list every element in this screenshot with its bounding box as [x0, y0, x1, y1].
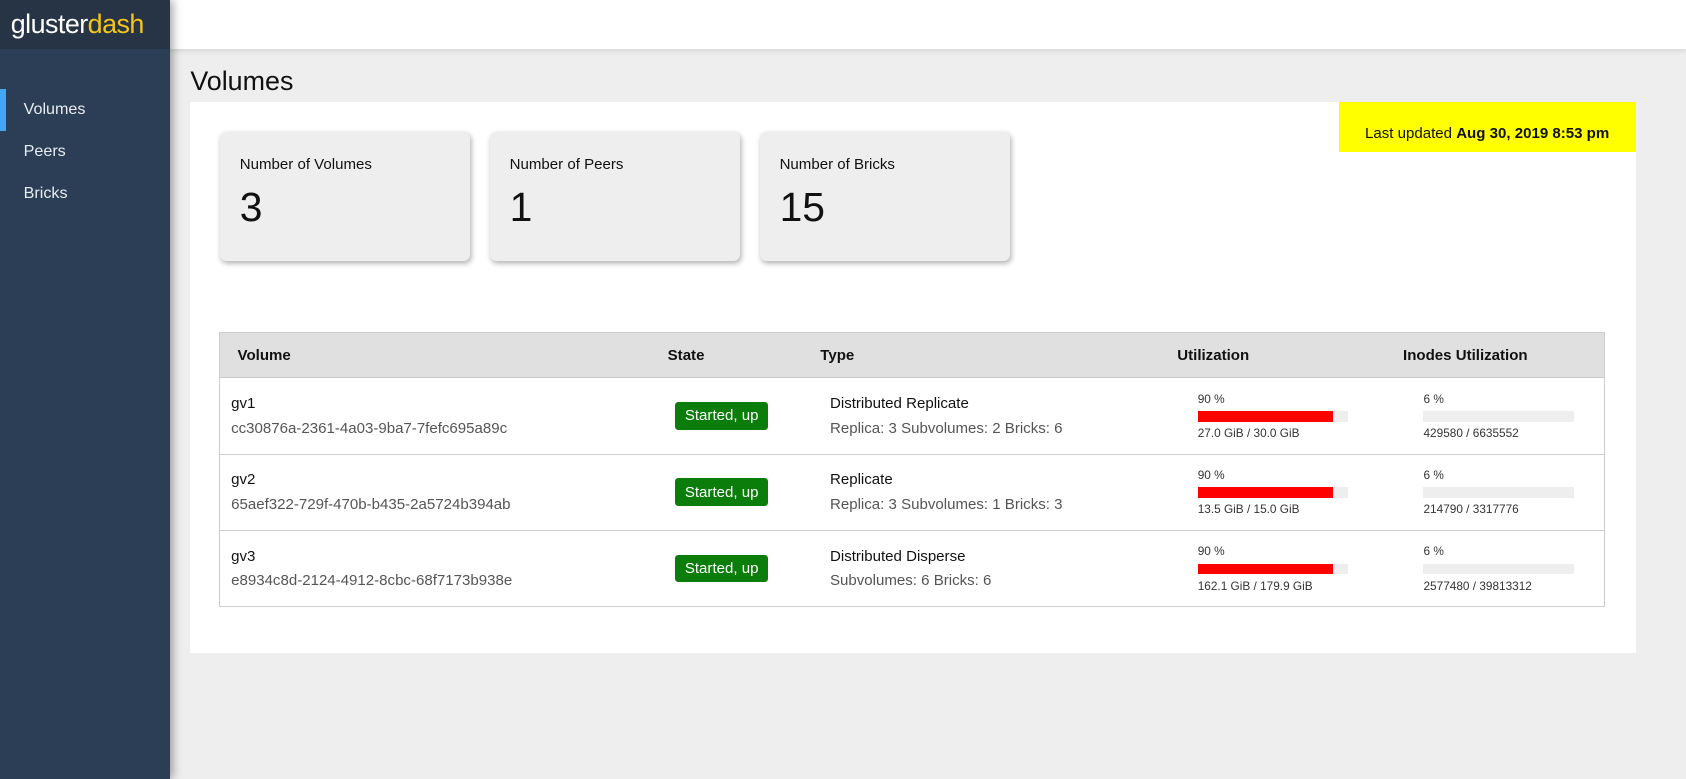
utilization-text: 27.0 GiB / 30.0 GiB	[1197, 426, 1300, 441]
col-utilization: Utilization	[1176, 332, 1402, 379]
card-label: Number of Peers	[509, 155, 624, 173]
card-value: 15	[779, 183, 826, 230]
utilization-fill	[1197, 563, 1334, 575]
volume-details: Replica: 3 Subvolumes: 1 Bricks: 3	[829, 495, 1063, 513]
logo-text-accent: dash	[87, 9, 145, 39]
status-badge: Started, up	[675, 402, 769, 430]
volume-type: Replicate	[829, 471, 893, 489]
card-value: 3	[239, 183, 263, 230]
volume-name[interactable]: gv1	[231, 395, 256, 413]
last-updated-label: Last updated	[1364, 125, 1452, 143]
volume-details: Replica: 3 Subvolumes: 2 Bricks: 6	[829, 419, 1063, 437]
inodes-text: 2577480 / 39813312	[1423, 578, 1532, 593]
col-state: State	[666, 332, 820, 379]
inodes-percent: 6 %	[1423, 467, 1444, 482]
utilization-percent: 90 %	[1197, 544, 1225, 559]
last-updated-value: Aug 30, 2019 8:53 pm	[1456, 125, 1610, 143]
card-volumes: Number of Volumes 3	[220, 132, 470, 262]
inodes-bar	[1423, 411, 1575, 422]
table-row[interactable]: gv3 e8934c8d-2124-4912-8cbc-68f7173b938e …	[219, 530, 1605, 607]
utilization-percent: 90 %	[1197, 391, 1225, 406]
inodes-fill	[1423, 487, 1433, 499]
top-bar	[169, 0, 1686, 50]
utilization-bar	[1197, 411, 1349, 422]
col-inodes: Inodes Utilization	[1401, 332, 1605, 379]
inodes-percent: 6 %	[1423, 544, 1444, 559]
utilization-text: 162.1 GiB / 179.9 GiB	[1197, 578, 1313, 593]
sidebar-item-volumes[interactable]: Volumes	[0, 89, 170, 132]
volume-id: 65aef322-729f-470b-b435-2a5724b394ab	[231, 495, 511, 513]
inodes-fill	[1423, 411, 1433, 422]
card-peers: Number of Peers 1	[490, 132, 740, 262]
card-label: Number of Volumes	[239, 155, 372, 173]
status-badge: Started, up	[675, 478, 769, 507]
inodes-percent: 6 %	[1423, 391, 1444, 406]
sidebar: glusterdash Volumes Peers Bricks	[0, 0, 170, 779]
col-type: Type	[819, 332, 1177, 379]
last-updated: Last updated Aug 30, 2019 8:53 pm	[1338, 102, 1636, 152]
inodes-fill	[1423, 563, 1433, 575]
sidebar-item-bricks[interactable]: Bricks	[23, 184, 68, 203]
table-row[interactable]: gv2 65aef322-729f-470b-b435-2a5724b394ab …	[219, 454, 1605, 531]
volumes-table: Volume State Type Utilization Inodes Uti…	[219, 332, 1606, 607]
volume-type: Distributed Disperse	[829, 547, 966, 565]
card-value: 1	[509, 183, 533, 230]
inodes-bar	[1423, 487, 1575, 499]
col-volume: Volume	[219, 332, 667, 379]
card-bricks: Number of Bricks 15	[760, 132, 1010, 262]
table-row[interactable]: gv1 cc30876a-2361-4a03-9ba7-7fefc695a89c …	[219, 377, 1605, 455]
page-title: Volumes	[190, 65, 294, 96]
utilization-bar	[1197, 487, 1349, 499]
inodes-text: 214790 / 3317776	[1423, 502, 1519, 517]
volume-id: e8934c8d-2124-4912-8cbc-68f7173b938e	[231, 572, 513, 590]
logo[interactable]: glusterdash	[0, 0, 170, 50]
volume-name[interactable]: gv2	[231, 471, 256, 489]
volume-id: cc30876a-2361-4a03-9ba7-7fefc695a89c	[231, 419, 508, 437]
utilization-text: 13.5 GiB / 15.0 GiB	[1197, 502, 1300, 517]
volume-name[interactable]: gv3	[231, 547, 256, 565]
utilization-fill	[1197, 487, 1334, 499]
utilization-fill	[1197, 411, 1334, 422]
logo-text: gluster	[10, 9, 88, 39]
status-badge: Started, up	[675, 554, 769, 583]
inodes-bar	[1423, 563, 1575, 575]
main-panel: Last updated Aug 30, 2019 8:53 pm Number…	[190, 102, 1636, 653]
utilization-bar	[1197, 563, 1349, 575]
inodes-text: 429580 / 6635552	[1423, 426, 1519, 441]
sidebar-item-peers[interactable]: Peers	[23, 142, 66, 161]
card-label: Number of Bricks	[779, 155, 895, 173]
volume-type: Distributed Replicate	[829, 395, 969, 413]
utilization-percent: 90 %	[1197, 467, 1225, 482]
volume-details: Subvolumes: 6 Bricks: 6	[829, 572, 992, 590]
